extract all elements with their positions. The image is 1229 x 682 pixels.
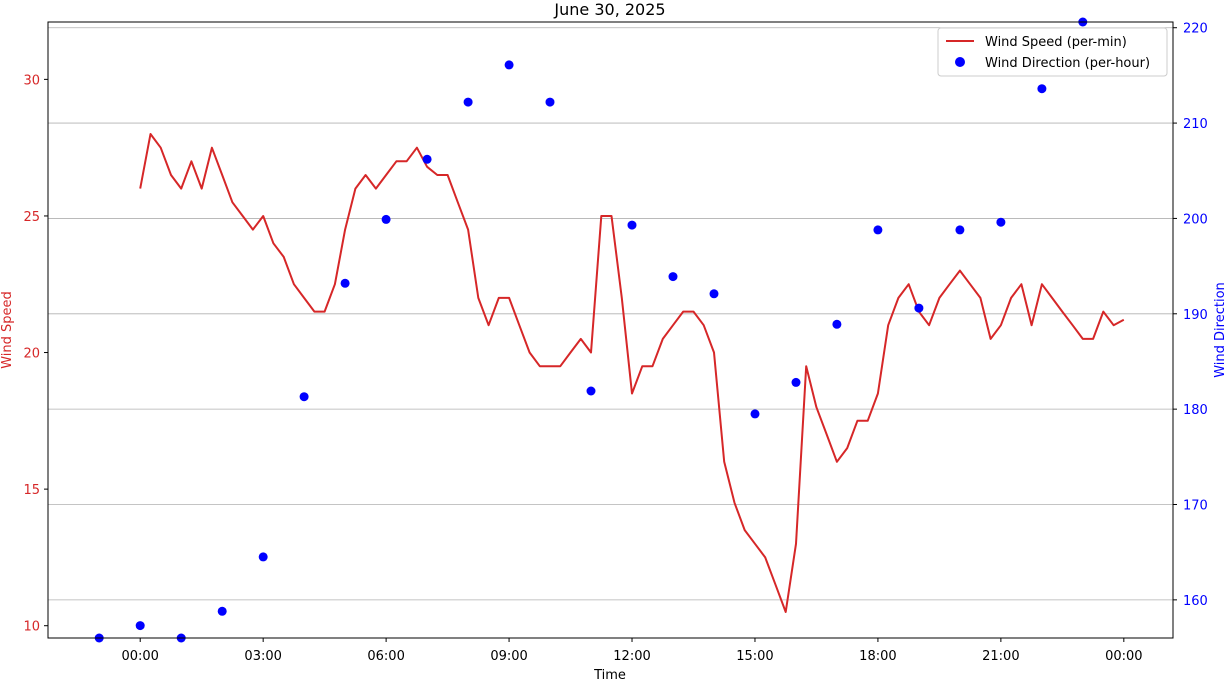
y-right-tick-label: 190	[1183, 308, 1208, 323]
legend-direction-swatch	[955, 57, 965, 67]
wind-direction-point	[135, 621, 145, 631]
wind-direction-point	[832, 319, 842, 329]
x-tick-label: 15:00	[736, 649, 773, 664]
y-right-tick-label: 160	[1183, 594, 1208, 609]
wind-direction-point	[586, 386, 596, 396]
chart-title: June 30, 2025	[553, 0, 665, 19]
x-axis-ticks: 00:00 03:00 06:00 09:00 12:00 15:00 18:00 21:00…	[121, 638, 1143, 664]
wind-direction-point	[217, 606, 227, 616]
wind-direction-point	[668, 272, 678, 282]
y-right-axis-label: Wind Direction	[1213, 282, 1228, 378]
x-tick-label: 00:00	[1105, 649, 1142, 664]
y-left-tick-label: 10	[23, 620, 40, 635]
y-left-tick-label: 15	[23, 483, 40, 498]
wind-direction-point	[299, 392, 309, 402]
y-right-tick-label: 180	[1183, 403, 1208, 418]
x-tick-label: 09:00	[490, 649, 527, 664]
y-left-tick-label: 30	[23, 73, 40, 88]
wind-direction-series	[94, 17, 1088, 643]
wind-direction-point	[258, 552, 268, 562]
grid-lines	[48, 27, 1173, 601]
wind-direction-point	[627, 220, 637, 230]
x-tick-label: 00:00	[121, 649, 158, 664]
plot-frame	[47, 21, 1174, 639]
wind-speed-series	[139, 133, 1125, 613]
y-left-axis-label: Wind Speed	[0, 291, 15, 369]
x-tick-label: 21:00	[982, 649, 1019, 664]
y-right-tick-label: 200	[1183, 212, 1208, 227]
wind-direction-point	[709, 289, 719, 299]
y-right-tick-label: 170	[1183, 499, 1208, 514]
wind-direction-point	[1037, 84, 1047, 94]
wind-direction-point	[545, 97, 555, 107]
x-tick-label: 06:00	[367, 649, 404, 664]
wind-direction-point	[791, 377, 801, 387]
y-left-axis-ticks: 10 15 20 25 30	[23, 73, 48, 635]
wind-direction-point	[381, 214, 391, 224]
legend: Wind Speed (per-min) Wind Direction (per…	[937, 27, 1168, 77]
y-left-tick-label: 25	[23, 210, 40, 225]
wind-direction-point	[750, 409, 760, 419]
wind-direction-point	[873, 225, 883, 235]
legend-direction-label: Wind Direction (per-hour)	[985, 56, 1150, 71]
wind-speed-line	[139, 133, 1125, 613]
wind-direction-point	[996, 217, 1006, 227]
wind-direction-point	[463, 97, 473, 107]
wind-direction-point	[914, 303, 924, 313]
x-tick-label: 12:00	[613, 649, 650, 664]
legend-box	[937, 27, 1168, 77]
y-right-tick-label: 210	[1183, 117, 1208, 132]
wind-direction-point	[422, 154, 432, 164]
x-tick-label: 03:00	[244, 649, 281, 664]
wind-direction-point	[504, 60, 514, 70]
x-tick-label: 18:00	[859, 649, 896, 664]
wind-direction-point	[340, 278, 350, 288]
wind-direction-point	[955, 225, 965, 235]
legend-speed-label: Wind Speed (per-min)	[985, 35, 1127, 50]
x-axis-label: Time	[593, 668, 626, 682]
y-left-tick-label: 20	[23, 347, 40, 362]
y-right-tick-label: 220	[1183, 22, 1208, 37]
y-right-axis-ticks: 160 170 180 190 200 210 220	[1173, 22, 1208, 609]
